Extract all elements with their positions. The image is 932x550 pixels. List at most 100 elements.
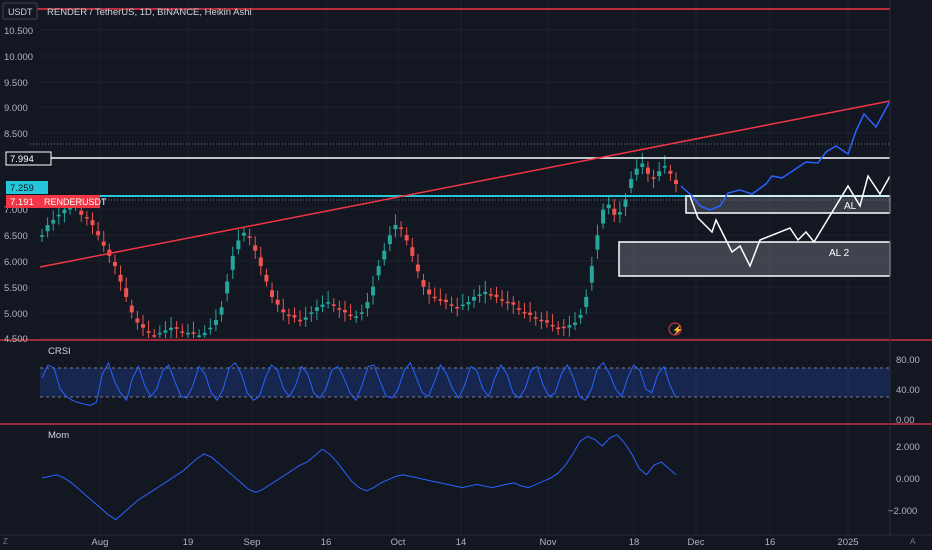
candle-body [399, 227, 404, 229]
candle-body [387, 235, 392, 245]
candle-body [382, 250, 387, 260]
candle-body [404, 235, 409, 241]
candle-body [674, 179, 678, 184]
time-label: Dec [688, 537, 705, 548]
candle-body [180, 331, 185, 333]
lightning-marker-icon[interactable] [668, 322, 682, 336]
crsi-tick-80: 80.00 [896, 355, 920, 366]
candle-body [427, 289, 432, 295]
candles-group [40, 152, 678, 338]
candle-body [640, 163, 645, 168]
price-tick: 7.000 [4, 205, 28, 216]
candle-body [197, 335, 202, 337]
candle-body [62, 209, 67, 214]
candle-body [213, 320, 218, 325]
candle-body [326, 302, 331, 304]
candle-body [612, 208, 617, 215]
candle-body [191, 332, 196, 334]
candle-body [376, 266, 381, 276]
candle-body [371, 286, 376, 296]
mom-title[interactable]: Mom [48, 430, 69, 441]
candle-body [90, 220, 95, 226]
time-label: 14 [456, 537, 467, 548]
mom-tick-0: 0.000 [896, 474, 920, 485]
candle-body [342, 310, 347, 313]
zone-al2-label: AL 2 [829, 248, 850, 259]
candle-body [393, 225, 398, 230]
candle-body [421, 279, 426, 287]
crsi-line [41, 361, 677, 407]
candle-body [230, 255, 235, 270]
candle-body [668, 170, 673, 174]
candle-body [505, 301, 510, 304]
candle-body [253, 245, 258, 251]
currency-badge[interactable] [2, 2, 38, 20]
candle-body [51, 219, 56, 224]
axis-z-glyph: Z [3, 537, 8, 546]
candle-body [494, 294, 499, 297]
candle-body [45, 225, 50, 232]
trend-line[interactable] [39, 100, 891, 268]
price-tick: 10.500 [4, 26, 33, 37]
candle-body [460, 304, 465, 307]
time-label: 18 [629, 537, 640, 548]
candle-body [314, 307, 319, 311]
candle-body [135, 318, 140, 323]
candle-body [443, 299, 448, 303]
blue-projection-path[interactable] [680, 100, 891, 211]
candle-body [578, 314, 583, 318]
tag-last-price-text: 7.191 [10, 197, 34, 208]
time-label: Nov [540, 537, 557, 548]
candle-body [634, 168, 639, 175]
candle-body [140, 324, 145, 328]
price-tick: 6.500 [4, 231, 28, 242]
zone-al-label: AL [844, 201, 857, 212]
candle-body [606, 204, 611, 209]
candle-body [567, 325, 572, 328]
tag-white-level-text: 7.994 [10, 154, 34, 165]
time-label: Aug [92, 537, 109, 548]
price-tick: 5.500 [4, 283, 28, 294]
candle-body [561, 326, 566, 329]
candle-body [270, 290, 275, 297]
candle-body [264, 274, 269, 282]
white-projection-path[interactable] [689, 174, 891, 268]
candle-body [623, 199, 628, 207]
candle-body [163, 330, 168, 333]
candle-body [573, 322, 578, 325]
price-tick: 8.500 [4, 129, 28, 140]
mom-tick-2: 2.000 [896, 442, 920, 453]
price-axis[interactable]: 10.500 10.000 9.500 9.000 8.500 7.000 6.500 6.0… [4, 26, 33, 345]
price-tick: 5.000 [4, 309, 28, 320]
candle-body [202, 332, 207, 336]
candle-body [472, 296, 477, 301]
candle-body [79, 210, 84, 215]
candle-body [152, 335, 157, 337]
tag-cyan-level-text: 7.259 [10, 183, 34, 194]
candle-body [522, 312, 527, 314]
candle-body [275, 299, 280, 305]
time-label: 2025 [837, 537, 858, 548]
candle-body [185, 332, 190, 335]
candle-body [331, 304, 336, 306]
time-label: 16 [321, 537, 332, 548]
candle-body [124, 288, 129, 297]
symbol-title[interactable]: RENDER / TetherUS, 1D, BINANCE, Heikin A… [47, 7, 252, 18]
candle-body [68, 207, 73, 210]
candle-body [247, 236, 252, 238]
candle-body [511, 302, 516, 305]
crsi-title[interactable]: CRSI [48, 346, 71, 357]
candle-body [236, 240, 241, 250]
time-label: 19 [183, 537, 194, 548]
time-label: Oct [391, 537, 406, 548]
candle-body [589, 266, 594, 283]
time-axis[interactable]: Aug 19 Sep 16 Oct 14 Nov 18 Dec 16 2025 [92, 537, 859, 548]
zone-al2-box[interactable] [618, 241, 891, 277]
candle-body [208, 327, 213, 330]
candle-body [645, 167, 650, 174]
candle-body [449, 304, 454, 306]
candle-body [337, 308, 342, 310]
crsi-tick-40: 40.00 [896, 385, 920, 396]
candle-body [528, 312, 533, 315]
